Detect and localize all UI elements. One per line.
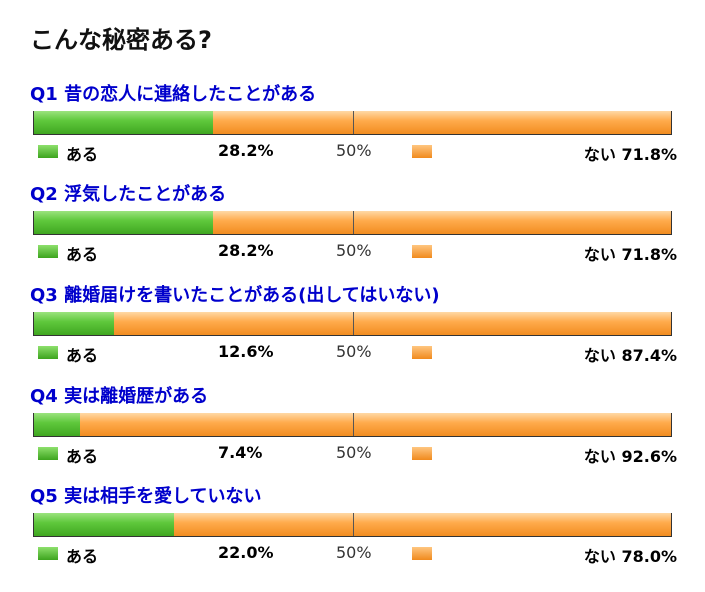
legend-swatch-yes: [38, 447, 58, 460]
legend-label-yes: ある: [66, 447, 99, 466]
legend-row: ある 7.4% 50% ない 92.6%: [0, 442, 705, 466]
bar-baseline: [33, 234, 672, 235]
legend-label-yes: ある: [66, 145, 99, 164]
midpoint-label: 50%: [336, 342, 372, 361]
question-block: Q4 実は離婚歴があるある 7.4% 50% ない 92.6%: [0, 382, 705, 482]
bar-baseline: [33, 335, 672, 336]
midpoint-label: 50%: [336, 241, 372, 260]
value-label-yes: 12.6%: [218, 342, 274, 361]
bar-left-edge: [33, 513, 34, 537]
bar-right-edge: [671, 111, 672, 135]
midpoint-label: 50%: [336, 543, 372, 562]
bar-no-segment: [213, 211, 672, 235]
bar-baseline: [33, 436, 672, 437]
legend-swatch-no: [412, 547, 432, 560]
value-label-yes: 7.4%: [218, 443, 263, 462]
legend-swatch-yes: [38, 346, 58, 359]
bar-track: [33, 211, 672, 235]
bar-track: [33, 513, 672, 537]
legend-swatch-yes: [38, 547, 58, 560]
legend-row: ある 28.2% 50% ない 71.8%: [0, 240, 705, 264]
bar-no-segment: [114, 312, 672, 336]
legend-row: ある 12.6% 50% ない 87.4%: [0, 341, 705, 365]
bar-left-edge: [33, 413, 34, 437]
question-title: Q3 離婚届けを書いたことがある(出してはいない): [30, 285, 440, 306]
question-title: Q2 浮気したことがある: [30, 184, 227, 205]
bar-right-edge: [671, 211, 672, 235]
bar-left-edge: [33, 111, 34, 135]
bar-right-edge: [671, 513, 672, 537]
bar-track: [33, 312, 672, 336]
value-label-no: ない 71.8%: [583, 245, 677, 264]
midpoint-tick: [353, 211, 354, 235]
legend-swatch-no: [412, 346, 432, 359]
bar-yes-segment: [33, 413, 80, 437]
midpoint-tick: [353, 111, 354, 135]
question-block: Q2 浮気したことがあるある 28.2% 50% ない 71.8%: [0, 180, 705, 280]
legend-label-yes: ある: [66, 346, 99, 365]
legend-label-yes: ある: [66, 547, 99, 566]
question-title: Q5 実は相手を愛していない: [30, 486, 262, 507]
bar-no-segment: [213, 111, 672, 135]
bar-track: [33, 413, 672, 437]
bar-yes-segment: [33, 111, 213, 135]
page-title: こんな秘密ある?: [30, 26, 212, 54]
bar-yes-segment: [33, 312, 114, 336]
legend-row: ある 28.2% 50% ない 71.8%: [0, 140, 705, 164]
bar-baseline: [33, 134, 672, 135]
midpoint-label: 50%: [336, 141, 372, 160]
question-title: Q4 実は離婚歴がある: [30, 386, 209, 407]
legend-swatch-no: [412, 145, 432, 158]
value-label-no: ない 71.8%: [583, 145, 677, 164]
midpoint-tick: [353, 513, 354, 537]
bar-baseline: [33, 536, 672, 537]
question-block: Q1 昔の恋人に連絡したことがあるある 28.2% 50% ない 71.8%: [0, 80, 705, 180]
question-block: Q5 実は相手を愛していないある 22.0% 50% ない 78.0%: [0, 482, 705, 582]
legend-label-yes: ある: [66, 245, 99, 264]
bar-track: [33, 111, 672, 135]
question-title: Q1 昔の恋人に連絡したことがある: [30, 84, 317, 105]
value-label-no: ない 78.0%: [583, 547, 677, 566]
bar-right-edge: [671, 413, 672, 437]
bar-no-segment: [174, 513, 672, 537]
bar-left-edge: [33, 312, 34, 336]
legend-swatch-no: [412, 447, 432, 460]
bar-yes-segment: [33, 513, 174, 537]
legend-swatch-no: [412, 245, 432, 258]
midpoint-label: 50%: [336, 443, 372, 462]
value-label-no: ない 87.4%: [583, 346, 677, 365]
question-block: Q3 離婚届けを書いたことがある(出してはいない) ある 12.6% 50% ない 87…: [0, 281, 705, 381]
midpoint-tick: [353, 312, 354, 336]
value-label-yes: 28.2%: [218, 241, 274, 260]
midpoint-tick: [353, 413, 354, 437]
legend-swatch-yes: [38, 245, 58, 258]
bar-yes-segment: [33, 211, 213, 235]
value-label-yes: 22.0%: [218, 543, 274, 562]
value-label-yes: 28.2%: [218, 141, 274, 160]
legend-swatch-yes: [38, 145, 58, 158]
value-label-no: ない 92.6%: [583, 447, 677, 466]
bar-right-edge: [671, 312, 672, 336]
bar-no-segment: [80, 413, 672, 437]
bar-left-edge: [33, 211, 34, 235]
legend-row: ある 22.0% 50% ない 78.0%: [0, 542, 705, 566]
